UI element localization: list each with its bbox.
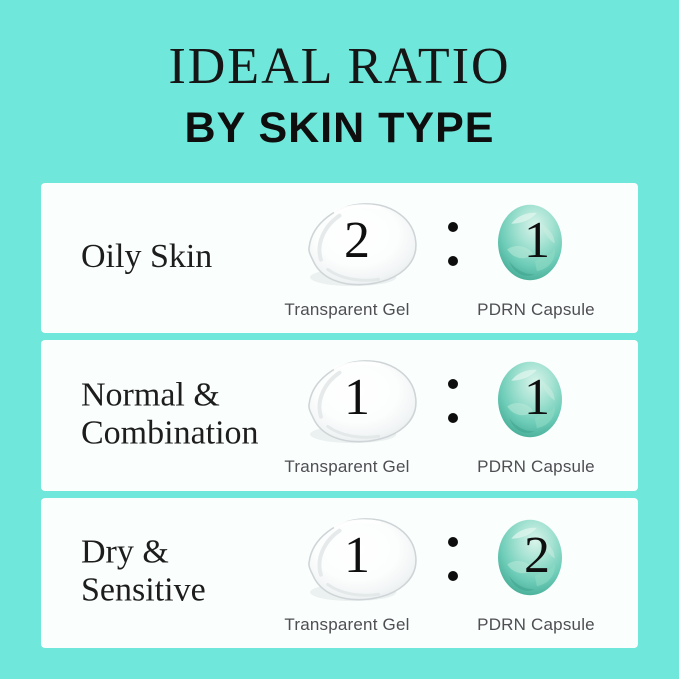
capsule-ratio-number: 1 (524, 212, 550, 269)
skin-type-label: Dry & Sensitive (81, 533, 206, 609)
skin-type-card-dry-sensitive: Dry & Sensitive 1 2 Transparent Gel PDRN… (41, 498, 638, 648)
ratio-colon-dot (448, 379, 458, 389)
gel-caption: Transparent Gel (284, 457, 410, 476)
gel-ratio-number: 1 (344, 527, 370, 584)
skin-type-label: Oily Skin (81, 238, 213, 276)
capsule-ratio-number: 2 (524, 527, 550, 584)
capsule-caption: PDRN Capsule (477, 457, 595, 476)
gel-caption: Transparent Gel (284, 615, 410, 634)
gel-ratio-number: 1 (344, 369, 370, 426)
skin-type-label: Normal & Combination (81, 375, 259, 451)
ratio-colon-dot (448, 537, 458, 547)
ratio-colon-dot (448, 222, 458, 232)
ratio-colon-dot (448, 571, 458, 581)
capsule-ratio-number: 1 (524, 369, 550, 426)
gel-caption: Transparent Gel (284, 300, 410, 319)
capsule-caption: PDRN Capsule (477, 615, 595, 634)
skin-type-card-normal-combination: Normal & Combination 1 1 Transparent Gel… (41, 340, 638, 491)
page-title-line1: IDEAL RATIO (168, 38, 511, 95)
capsule-caption: PDRN Capsule (477, 300, 595, 319)
ratio-colon-dot (448, 413, 458, 423)
ratio-colon-dot (448, 256, 458, 266)
skin-type-card-oily: Oily Skin 2 1 Transparent Gel PDRN Capsu… (41, 183, 638, 333)
page-title-line2: BY SKIN TYPE (184, 104, 495, 152)
gel-ratio-number: 2 (344, 212, 370, 269)
